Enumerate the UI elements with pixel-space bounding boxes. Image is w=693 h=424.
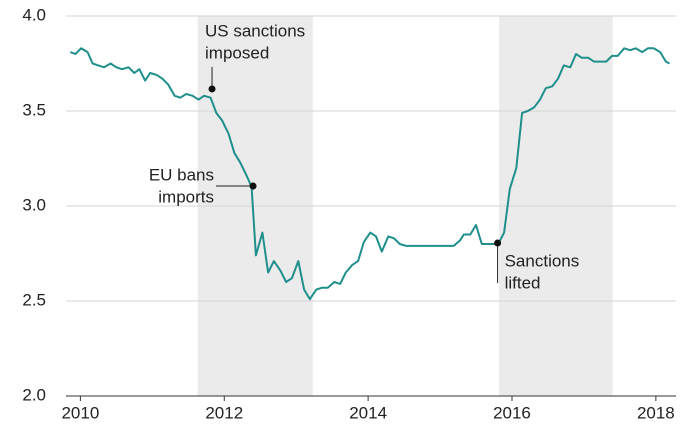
annotation-text: imposed: [205, 43, 269, 62]
annotation-text: US sanctions: [205, 21, 305, 40]
y-tick-label: 2.5: [22, 290, 46, 309]
x-tick-label: 2018: [637, 403, 675, 422]
annotation-point: [494, 239, 502, 247]
annotation-text: lifted: [505, 274, 541, 293]
annotation-point: [249, 182, 257, 190]
y-tick-label: 3.5: [22, 100, 46, 119]
data-line: [69, 47, 670, 301]
annotation-text: Sanctions: [505, 252, 580, 271]
x-tick-label: 2014: [349, 403, 387, 422]
y-tick-label: 3.0: [22, 195, 46, 214]
y-tick-label: 4.0: [22, 5, 46, 24]
x-tick-label: 2010: [61, 403, 99, 422]
x-tick-label: 2016: [493, 403, 531, 422]
annotation-text: imports: [158, 188, 214, 207]
y-tick-label: 2.0: [22, 385, 46, 404]
annotation-point: [208, 85, 216, 93]
x-tick-label: 2012: [205, 403, 243, 422]
annotation-text: EU bans: [149, 166, 214, 185]
